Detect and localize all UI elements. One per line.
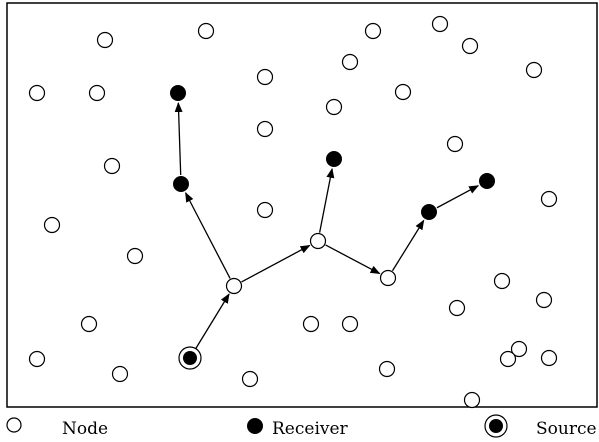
node: [43, 216, 61, 234]
node: [540, 190, 558, 208]
legend-node-symbol: [6, 417, 22, 433]
node: [341, 53, 359, 71]
diagram-frame: [6, 2, 598, 408]
node: [341, 315, 359, 333]
node: [540, 349, 558, 367]
node: [241, 370, 259, 388]
node: [446, 135, 464, 153]
node: [103, 157, 121, 175]
node: [463, 391, 481, 409]
edge-R4-R5: [436, 185, 480, 209]
legend-source-symbol-inner: [489, 419, 503, 433]
node: [28, 350, 46, 368]
receiver-node: [170, 85, 186, 101]
receiver-node: [479, 173, 495, 189]
node: [325, 98, 343, 116]
node: [88, 84, 106, 102]
node: [378, 360, 396, 378]
node: [256, 201, 274, 219]
edge-B-R3: [318, 167, 335, 233]
legend: Node Receiver Source: [6, 414, 597, 439]
node: [256, 120, 274, 138]
legend-receiver-label: Receiver: [272, 419, 349, 439]
edge-C-R4: [391, 219, 425, 272]
legend-receiver-symbol: [247, 418, 263, 434]
edge-A-B: [241, 244, 311, 283]
edge-B-C: [325, 244, 381, 275]
node: [394, 83, 412, 101]
node: [535, 291, 553, 309]
node: [126, 247, 144, 265]
legend-node-label: Node: [62, 419, 108, 439]
node: [96, 31, 114, 49]
node: [510, 340, 528, 358]
node: [28, 84, 46, 102]
node: [493, 272, 511, 290]
receiver-node: [173, 176, 189, 192]
source-node: [183, 351, 197, 365]
tree-nodes-layer: [170, 85, 495, 370]
receiver-node: [421, 204, 437, 220]
node: [525, 61, 543, 79]
node: [461, 37, 479, 55]
edge-A-R2: [185, 191, 231, 279]
background-nodes-layer: [28, 15, 558, 409]
edge-S-A: [195, 293, 230, 349]
node: [111, 365, 129, 383]
node: [256, 68, 274, 86]
legend-source-label: Source: [536, 419, 597, 439]
node: [364, 22, 382, 40]
relay-node: [225, 277, 243, 295]
node: [302, 315, 320, 333]
node: [499, 350, 517, 368]
receiver-node: [326, 151, 342, 167]
node: [197, 22, 215, 40]
relay-node: [379, 269, 397, 287]
relay-node: [309, 232, 327, 250]
edges-layer: [174, 101, 480, 349]
edge-R2-R1: [174, 101, 183, 176]
node: [431, 15, 449, 33]
node: [448, 299, 466, 317]
node: [80, 315, 98, 333]
